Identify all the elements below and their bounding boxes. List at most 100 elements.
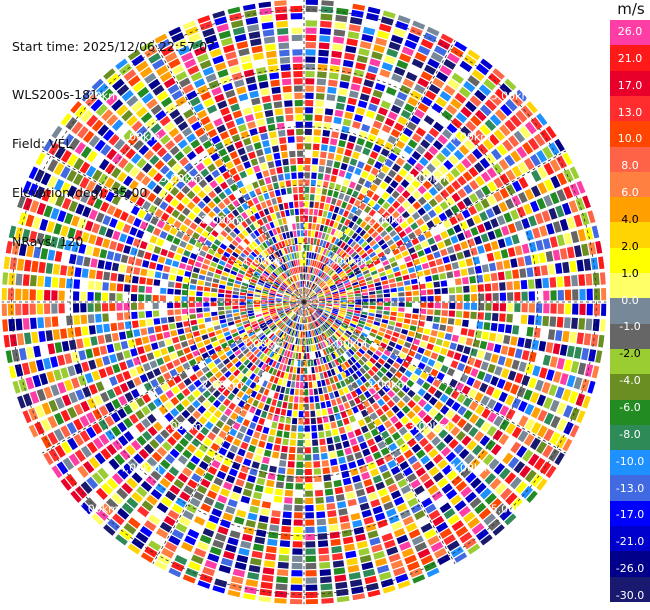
velocity-cell: [248, 267, 255, 273]
velocity-cell: [258, 320, 265, 325]
velocity-cell: [188, 168, 199, 178]
velocity-cell: [209, 180, 218, 189]
velocity-cell: [293, 292, 299, 297]
velocity-cell: [143, 382, 153, 392]
velocity-cell: [284, 308, 291, 312]
velocity-cell: [342, 536, 354, 545]
velocity-cell: [305, 505, 314, 512]
velocity-cell: [293, 330, 297, 337]
velocity-cell: [80, 146, 92, 159]
velocity-cell: [428, 448, 439, 459]
velocity-cell: [214, 436, 224, 446]
velocity-cell: [296, 136, 303, 143]
velocity-cell: [501, 368, 510, 379]
velocity-cell: [304, 300, 311, 302]
velocity-cell: [295, 215, 300, 223]
velocity-cell: [401, 250, 409, 257]
velocity-cell: [445, 397, 455, 408]
velocity-cell: [88, 209, 98, 221]
velocity-cell: [271, 145, 280, 153]
velocity-cell: [360, 384, 367, 393]
velocity-cell: [545, 342, 554, 354]
range-label: 3.00km: [408, 172, 450, 185]
velocity-cell: [228, 193, 236, 202]
velocity-cell: [250, 158, 259, 166]
velocity-cell: [37, 275, 45, 287]
velocity-cell: [396, 184, 405, 194]
velocity-cell: [346, 557, 358, 566]
velocity-cell: [329, 220, 335, 227]
velocity-cell: [145, 310, 153, 318]
velocity-cell: [126, 497, 139, 509]
velocity-cell: [446, 123, 458, 134]
velocity-cell: [279, 547, 290, 555]
velocity-cell: [375, 137, 385, 147]
velocity-cell: [257, 318, 264, 323]
velocity-cell: [176, 202, 185, 212]
velocity-cell: [190, 71, 203, 82]
velocity-cell: [316, 269, 320, 276]
velocity-cell: [239, 305, 246, 309]
velocity-cell: [370, 499, 381, 508]
velocity-cell: [122, 463, 134, 475]
velocity-cell: [81, 361, 90, 373]
velocity-cell: [86, 476, 99, 490]
velocity-cell: [253, 348, 260, 356]
velocity-cell: [182, 283, 189, 290]
velocity-cell: [302, 302, 304, 309]
velocity-cell: [189, 96, 201, 107]
velocity-cell: [144, 46, 158, 58]
velocity-cell: [297, 302, 304, 304]
velocity-cell: [270, 325, 277, 331]
velocity-cell: [398, 366, 407, 374]
velocity-cell: [223, 267, 231, 273]
velocity-cell: [366, 349, 374, 356]
velocity-cell: [486, 342, 495, 352]
velocity-cell: [250, 320, 257, 325]
velocity-cell: [343, 343, 350, 350]
velocity-cell: [309, 291, 314, 297]
velocity-cell: [583, 258, 592, 271]
velocity-cell: [480, 171, 491, 183]
radial-line: [303, 38, 457, 303]
velocity-cell: [372, 325, 379, 330]
velocity-cell: [325, 400, 332, 408]
velocity-cell: [240, 332, 247, 338]
velocity-cell: [423, 392, 432, 402]
velocity-cell: [173, 220, 182, 229]
velocity-cell: [379, 271, 386, 277]
velocity-cell: [222, 358, 231, 365]
velocity-cell: [383, 310, 390, 315]
velocity-cell: [549, 431, 561, 445]
velocity-cell: [344, 281, 351, 286]
velocity-cell: [578, 274, 586, 286]
velocity-cell: [355, 183, 363, 192]
velocity-cell: [462, 196, 473, 207]
velocity-cell: [299, 201, 304, 208]
velocity-cell: [530, 200, 540, 213]
velocity-cell: [566, 345, 575, 358]
velocity-cell: [601, 303, 608, 317]
velocity-cell: [316, 328, 320, 335]
velocity-cell: [404, 341, 412, 349]
velocity-cell: [174, 309, 181, 315]
velocity-cell: [258, 417, 266, 426]
velocity-cell: [281, 349, 286, 356]
velocity-cell: [338, 270, 345, 276]
velocity-cell: [165, 424, 175, 434]
velocity-cell: [291, 304, 297, 308]
velocity-cell: [543, 194, 553, 207]
velocity-cell: [305, 128, 312, 136]
velocity-cell: [331, 360, 337, 368]
velocity-cell: [556, 357, 565, 370]
velocity-cell: [395, 157, 405, 167]
velocity-cell: [319, 561, 331, 569]
velocity-cell: [330, 421, 337, 429]
velocity-cell: [520, 314, 528, 325]
velocity-cell: [141, 405, 151, 416]
velocity-cell: [484, 312, 492, 321]
velocity-cell: [47, 431, 59, 445]
velocity-cell: [186, 133, 197, 143]
velocity-cell: [410, 344, 418, 352]
velocity-cell: [539, 129, 552, 143]
